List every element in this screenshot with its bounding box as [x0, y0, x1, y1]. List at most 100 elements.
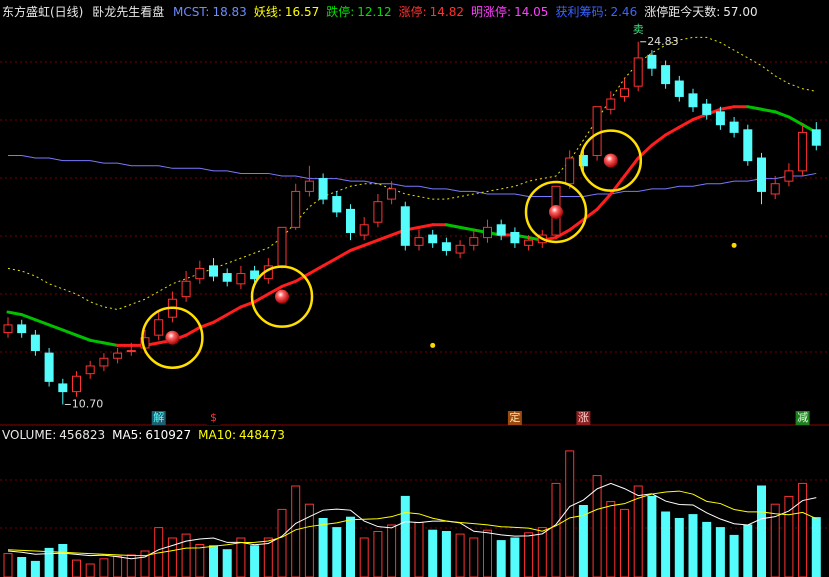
volume-bar [58, 544, 68, 577]
volume-label: VOLUME: [2, 428, 57, 442]
header: 东方盛虹(日线) 卧龙先生看盘 MCST: 18.83 妖线: 16.57 跌停: 12.… [2, 3, 765, 20]
yao-line [7, 36, 817, 311]
volume-bar [729, 534, 739, 577]
volume-bar [455, 533, 465, 577]
signal-text: $ [210, 411, 217, 424]
header-label: 妖线: [253, 5, 282, 19]
trend-segment [773, 110, 791, 119]
volume-bar [661, 511, 671, 577]
volume-bar [195, 544, 205, 577]
candle-body [181, 280, 191, 298]
candle-body [578, 154, 588, 167]
header-value: 14.05 [514, 5, 549, 19]
trend-segment [718, 105, 736, 111]
volume-bar [688, 514, 698, 577]
volume-bar [647, 495, 657, 577]
trend-segment [321, 256, 339, 268]
volume-bar [346, 516, 355, 577]
candle-body [291, 190, 301, 228]
candle-body [811, 129, 821, 146]
signal-badge [507, 411, 522, 425]
candle-body [784, 170, 794, 182]
trend-segment [746, 105, 763, 111]
volume-value: 456823 [59, 428, 106, 442]
candle-body [798, 131, 808, 172]
header-label: 跌停: [326, 5, 355, 19]
candle-body [17, 324, 27, 334]
header-value: 18.83 [212, 5, 247, 19]
candle-body [400, 206, 410, 246]
candle-body [126, 350, 136, 353]
volume-bar [510, 537, 520, 577]
volume-bar [3, 553, 13, 577]
trend-segment [47, 323, 65, 332]
volume-bar [400, 495, 410, 577]
buy-ball [275, 289, 289, 304]
candle-body [346, 208, 355, 233]
trend-segment [417, 223, 435, 229]
trend-segment [691, 112, 709, 122]
volume-bar [702, 521, 712, 577]
buy-ball [549, 204, 563, 219]
candle-body [565, 157, 575, 185]
trend-segment [225, 305, 243, 317]
high-label: 24.83 [647, 35, 679, 48]
volume-bar [263, 537, 273, 577]
candle-body [318, 178, 328, 200]
trend-segment [6, 310, 24, 317]
ma5-value: 610927 [145, 428, 192, 442]
candle-body [483, 226, 492, 239]
volume-header: VOLUME: 456823 MA5: 610927 MA10: 448473 [2, 428, 288, 442]
candle-body [674, 80, 684, 97]
candle-body [620, 88, 629, 97]
volume-bar [277, 508, 287, 577]
volume-bar [565, 450, 575, 577]
candle-body [387, 188, 397, 200]
volume-bar [304, 503, 314, 577]
candle-body [633, 57, 643, 87]
volume-bar [674, 518, 684, 577]
trend-segment [75, 333, 92, 342]
volume-bar [757, 485, 766, 577]
indicator-name: 卧龙先生看盘 [92, 5, 165, 19]
volume-bar [469, 537, 479, 577]
ma10-value: 448473 [239, 428, 285, 442]
candle-body [373, 201, 383, 223]
candle-body [715, 111, 725, 126]
buy-ball [603, 153, 618, 168]
candle-body [3, 324, 13, 334]
candle-body [250, 270, 260, 280]
trend-segment [568, 218, 585, 232]
dot [731, 242, 737, 248]
header-value: 2.46 [610, 5, 638, 19]
volume-bar [578, 505, 588, 577]
candle-body [58, 383, 68, 393]
sell-label: 卖 [633, 23, 644, 36]
trend-segment [307, 264, 325, 276]
candle-body [44, 352, 54, 382]
volume-bar [606, 501, 616, 577]
candle-body [647, 54, 657, 69]
volume-bar [30, 560, 40, 577]
trend-segment [349, 243, 366, 252]
volume-bar [44, 547, 54, 577]
candle-body [113, 352, 123, 359]
header-value: 14.82 [429, 5, 465, 19]
trend-segment [444, 223, 462, 229]
volume-bar [483, 529, 492, 577]
candle-body [661, 65, 671, 85]
candle-body [209, 265, 218, 277]
volume-bar [592, 475, 602, 577]
volume-bar [428, 529, 438, 577]
trend-segment [335, 248, 352, 260]
volume-bar [359, 537, 369, 577]
trend-segment [198, 320, 215, 329]
trend-segment [33, 318, 51, 327]
header-value: 16.57 [284, 5, 320, 19]
signal-badge [151, 411, 166, 425]
volume-bar [85, 563, 95, 577]
signal-badge [206, 411, 221, 425]
candle-body [743, 129, 753, 162]
trend-segment [294, 272, 311, 283]
